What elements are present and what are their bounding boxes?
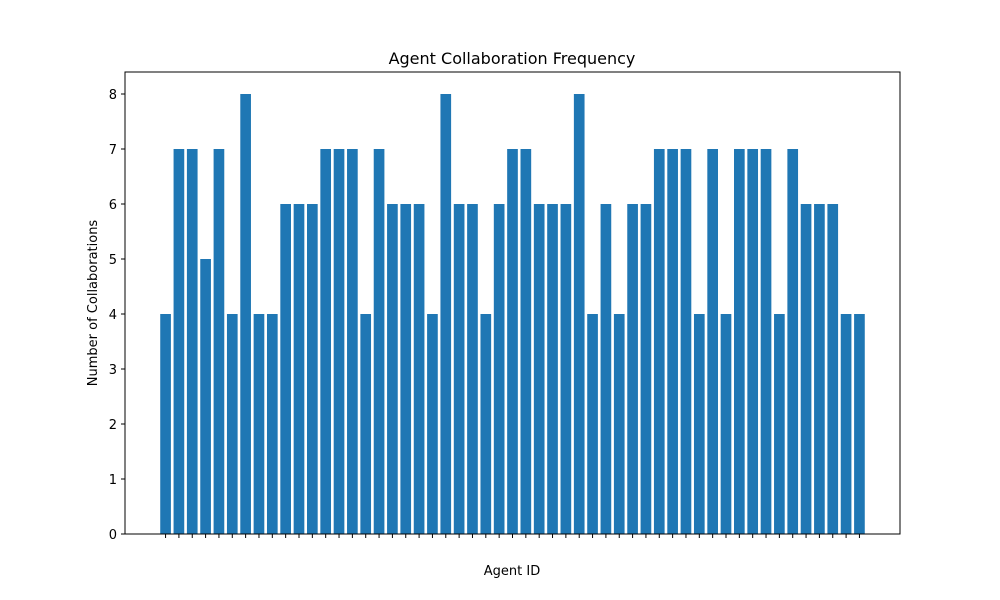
bar: [800, 204, 812, 534]
bar: [814, 204, 825, 534]
bar: [734, 149, 745, 534]
bar: [627, 204, 638, 534]
bar: [373, 149, 385, 534]
bar: [600, 204, 612, 534]
bar: [200, 259, 211, 534]
bar: [493, 204, 505, 534]
bar: [573, 94, 585, 534]
x-axis-label: Agent ID: [484, 564, 540, 579]
bar: [774, 314, 785, 534]
bar: [333, 149, 345, 534]
bar: [480, 314, 492, 534]
bar: [760, 149, 772, 534]
y-tick-label: 3: [109, 363, 117, 378]
bar: [693, 314, 705, 534]
bar: [453, 204, 465, 534]
bar: [413, 204, 425, 534]
bar: [226, 314, 238, 534]
bar: [400, 204, 412, 534]
bar: [720, 314, 732, 534]
bar: [360, 314, 372, 534]
bar: [547, 204, 558, 534]
chart-title: Agent Collaboration Frequency: [389, 49, 636, 68]
bar: [427, 314, 438, 534]
bar: [467, 204, 478, 534]
bar: [507, 149, 518, 534]
bar: [707, 149, 718, 534]
bar: [307, 204, 318, 534]
bar: [186, 149, 198, 534]
x-axis: [165, 534, 860, 538]
bar: [266, 314, 278, 534]
bar: [533, 204, 545, 534]
bars-group: [160, 94, 865, 534]
bar: [680, 149, 692, 534]
bar: [440, 94, 452, 534]
bar: [213, 149, 225, 534]
y-tick-label: 8: [109, 88, 117, 103]
y-axis: 0 1 2 3 4 5 6 7 8: [109, 88, 125, 543]
bar: [613, 314, 625, 534]
bar: [387, 204, 398, 534]
bar: [173, 149, 185, 534]
y-tick-label: 1: [109, 473, 117, 488]
bar: [293, 204, 305, 534]
bar: [347, 149, 358, 534]
y-tick-label: 2: [109, 418, 117, 433]
y-tick-label: 7: [109, 143, 117, 158]
plot-frame: [124, 71, 901, 535]
bar: [587, 314, 598, 534]
bar: [787, 149, 799, 534]
y-tick-label: 5: [109, 253, 117, 268]
bar: [520, 149, 532, 534]
bar: [560, 204, 572, 534]
bar: [840, 314, 852, 534]
bar: [653, 149, 665, 534]
y-tick-label: 4: [109, 308, 117, 323]
bar: [854, 314, 865, 534]
y-tick-label: 0: [109, 528, 117, 543]
bar: [160, 314, 171, 534]
bar: [240, 94, 251, 534]
y-tick-label: 6: [109, 198, 117, 213]
bar: [253, 314, 265, 534]
bar: [320, 149, 332, 534]
bar: [827, 204, 839, 534]
bar: [667, 149, 678, 534]
bar: [747, 149, 759, 534]
bar: [280, 204, 291, 534]
bar: [640, 204, 652, 534]
y-axis-label: Number of Collaborations: [86, 220, 101, 387]
